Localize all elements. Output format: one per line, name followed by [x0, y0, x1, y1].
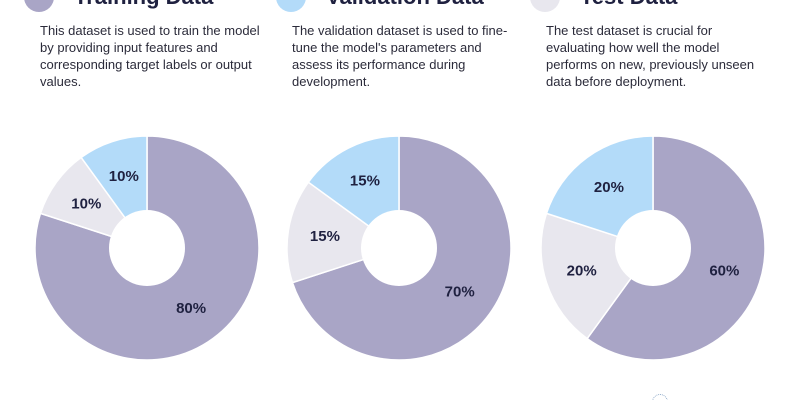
training-data-panel: Training Data This dataset is used to tr… — [10, 0, 260, 400]
donut-hole — [615, 210, 691, 286]
training-slice-label: 80% — [176, 300, 206, 317]
test-data-title: Test Data — [580, 0, 677, 10]
validation-slice-label: 15% — [350, 173, 380, 190]
training-data-title: Training Data — [74, 0, 213, 10]
validation-data-header: Validation Data — [276, 0, 484, 12]
test-slice-label: 20% — [567, 263, 597, 280]
test-slice-label: 10% — [71, 195, 101, 212]
test-data-panel: Test Data The test dataset is crucial fo… — [516, 0, 766, 400]
validation-slice — [545, 135, 654, 250]
validation-data-title: Validation Data — [326, 0, 484, 10]
donut-hole — [361, 210, 437, 286]
test-donut-chart: 60% 20% 20% — [540, 135, 766, 361]
test-legend-swatch — [530, 0, 560, 12]
validation-slice-label: 20% — [594, 179, 624, 196]
donut-hole — [109, 210, 185, 286]
validation-legend-swatch — [276, 0, 306, 12]
test-data-header: Test Data — [530, 0, 677, 12]
training-donut-chart: 80% 10% 10% — [34, 135, 260, 361]
training-data-description: This dataset is used to train the model … — [40, 23, 260, 89]
training-slice-label: 60% — [709, 263, 739, 280]
training-legend-swatch — [24, 0, 54, 12]
training-data-header: Training Data — [24, 0, 213, 12]
test-data-description: The test dataset is crucial for evaluati… — [546, 23, 755, 89]
test-slice-label: 15% — [310, 228, 340, 245]
training-slice-label: 70% — [445, 284, 475, 301]
validation-slice-label: 10% — [109, 168, 139, 185]
validation-data-panel: Validation Data The validation dataset i… — [262, 0, 512, 400]
validation-data-description: The validation dataset is used to fine-t… — [292, 23, 508, 89]
validation-donut-chart: 70% 15% 15% — [286, 135, 512, 361]
test-slice — [286, 181, 401, 284]
